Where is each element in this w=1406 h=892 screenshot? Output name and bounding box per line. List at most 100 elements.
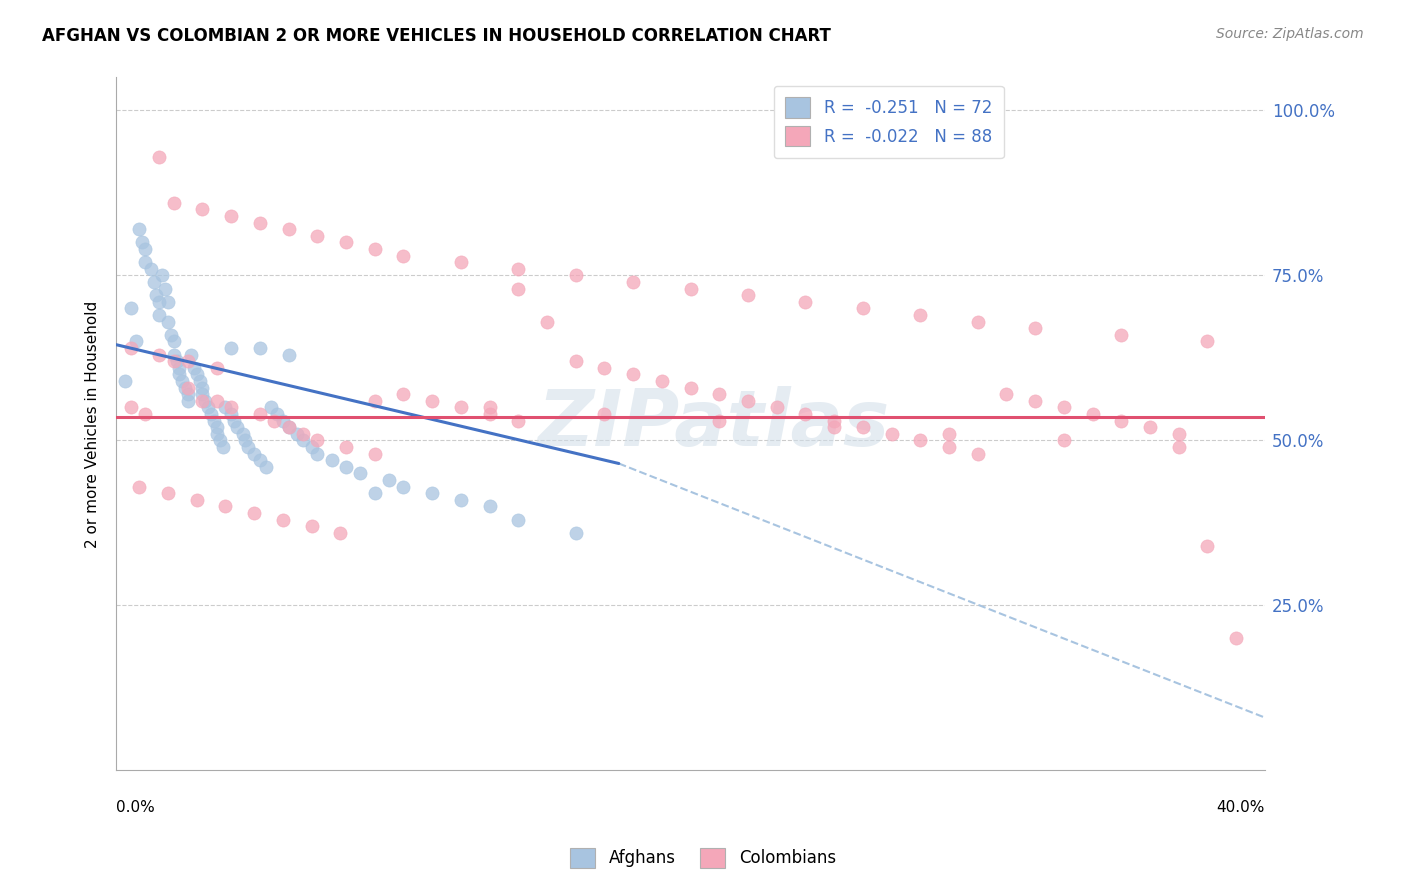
Legend: Afghans, Colombians: Afghans, Colombians (564, 841, 842, 875)
Point (335, 235, 357, 250)
Point (166, 354, 188, 368)
Point (478, 500, 501, 514)
Point (159, 327, 181, 342)
Point (1024, 393, 1046, 408)
Legend: R =  -0.251   N = 72, R =  -0.022   N = 88: R = -0.251 N = 72, R = -0.022 N = 88 (773, 86, 1004, 158)
Point (995, 387, 1018, 401)
Point (120, 401, 142, 415)
Point (307, 228, 329, 243)
Point (938, 440, 960, 454)
Point (163, 354, 186, 368)
Point (621, 275, 644, 289)
Point (191, 387, 214, 401)
Point (169, 360, 191, 375)
Text: 40.0%: 40.0% (1216, 800, 1265, 815)
Point (392, 480, 415, 494)
Point (1225, 632, 1247, 646)
Point (163, 195, 186, 210)
Point (197, 401, 219, 415)
Point (737, 393, 759, 408)
Point (1081, 407, 1104, 421)
Point (188, 374, 211, 388)
Point (277, 222, 299, 236)
Point (938, 426, 960, 441)
Point (450, 401, 472, 415)
Point (191, 381, 214, 395)
Point (134, 407, 156, 421)
Point (307, 434, 329, 448)
Point (128, 480, 150, 494)
Point (128, 222, 150, 236)
Point (254, 459, 277, 474)
Point (148, 308, 170, 322)
Point (131, 235, 153, 250)
Point (156, 486, 179, 500)
Point (508, 261, 530, 276)
Point (392, 249, 415, 263)
Point (249, 407, 271, 421)
Point (191, 393, 214, 408)
Point (249, 453, 271, 467)
Point (177, 381, 200, 395)
Point (277, 420, 299, 434)
Point (321, 453, 343, 467)
Point (679, 282, 702, 296)
Point (208, 434, 231, 448)
Point (271, 512, 294, 526)
Point (134, 255, 156, 269)
Point (277, 348, 299, 362)
Point (277, 420, 299, 434)
Point (1167, 440, 1189, 454)
Point (966, 447, 988, 461)
Point (737, 288, 759, 302)
Point (1053, 401, 1076, 415)
Point (142, 275, 165, 289)
Point (186, 492, 208, 507)
Point (910, 308, 932, 322)
Point (194, 393, 217, 408)
Point (910, 434, 932, 448)
Point (536, 315, 558, 329)
Point (214, 401, 236, 415)
Point (183, 360, 205, 375)
Point (478, 401, 501, 415)
Point (1197, 539, 1219, 553)
Point (564, 268, 586, 283)
Point (145, 288, 167, 302)
Point (621, 368, 644, 382)
Text: Source: ZipAtlas.com: Source: ZipAtlas.com (1216, 27, 1364, 41)
Point (163, 348, 186, 362)
Point (593, 407, 616, 421)
Point (150, 268, 173, 283)
Text: AFGHAN VS COLOMBIAN 2 OR MORE VEHICLES IN HOUSEHOLD CORRELATION CHART: AFGHAN VS COLOMBIAN 2 OR MORE VEHICLES I… (42, 27, 831, 45)
Point (225, 420, 247, 434)
Point (823, 420, 845, 434)
Point (156, 315, 179, 329)
Point (249, 341, 271, 355)
Point (174, 381, 197, 395)
Point (508, 282, 530, 296)
Point (651, 374, 673, 388)
Point (235, 434, 257, 448)
Point (564, 525, 586, 540)
Point (363, 486, 385, 500)
Text: ZIPatlas: ZIPatlas (537, 386, 890, 462)
Point (163, 334, 186, 349)
Point (232, 426, 254, 441)
Point (1197, 334, 1219, 349)
Point (1024, 321, 1046, 335)
Point (222, 414, 245, 428)
Point (148, 294, 170, 309)
Point (214, 500, 236, 514)
Point (134, 242, 156, 256)
Point (564, 354, 586, 368)
Point (329, 525, 352, 540)
Point (153, 282, 176, 296)
Point (794, 407, 817, 421)
Point (219, 401, 242, 415)
Point (219, 341, 242, 355)
Point (177, 393, 200, 408)
Point (852, 301, 875, 316)
Point (205, 393, 228, 408)
Point (263, 414, 285, 428)
